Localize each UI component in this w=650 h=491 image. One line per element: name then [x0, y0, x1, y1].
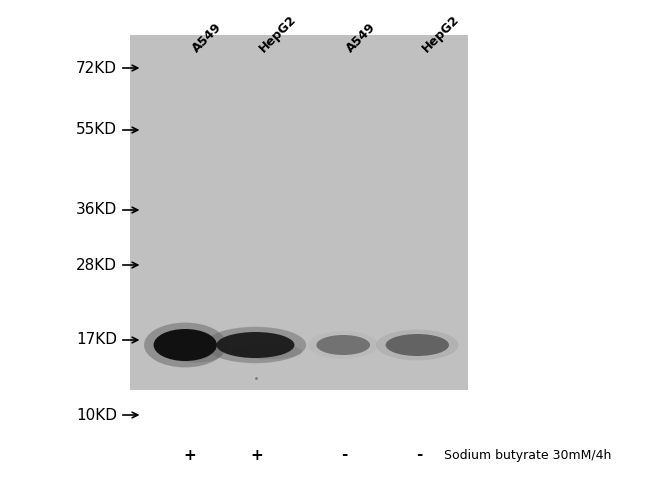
- Text: -: -: [416, 447, 422, 463]
- Text: HepG2: HepG2: [419, 13, 461, 55]
- Text: 72KD: 72KD: [76, 60, 117, 76]
- Ellipse shape: [216, 332, 294, 358]
- Text: -: -: [341, 447, 347, 463]
- Ellipse shape: [385, 334, 449, 356]
- Text: HepG2: HepG2: [256, 13, 298, 55]
- Text: 36KD: 36KD: [76, 202, 117, 218]
- Ellipse shape: [153, 329, 217, 361]
- Text: 10KD: 10KD: [76, 408, 117, 422]
- Bar: [129, 35, 468, 390]
- Ellipse shape: [308, 331, 378, 359]
- Text: 28KD: 28KD: [76, 257, 117, 273]
- Text: A549: A549: [344, 21, 379, 55]
- Ellipse shape: [144, 323, 226, 367]
- Ellipse shape: [205, 327, 306, 363]
- Ellipse shape: [376, 329, 458, 360]
- Ellipse shape: [317, 335, 370, 355]
- Text: +: +: [250, 447, 263, 463]
- Text: Sodium butyrate 30mM/4h: Sodium butyrate 30mM/4h: [443, 448, 611, 462]
- Text: 55KD: 55KD: [76, 122, 117, 137]
- Text: A549: A549: [190, 21, 225, 55]
- Ellipse shape: [166, 343, 224, 362]
- Text: 17KD: 17KD: [76, 332, 117, 348]
- Ellipse shape: [232, 344, 302, 359]
- Text: +: +: [184, 447, 196, 463]
